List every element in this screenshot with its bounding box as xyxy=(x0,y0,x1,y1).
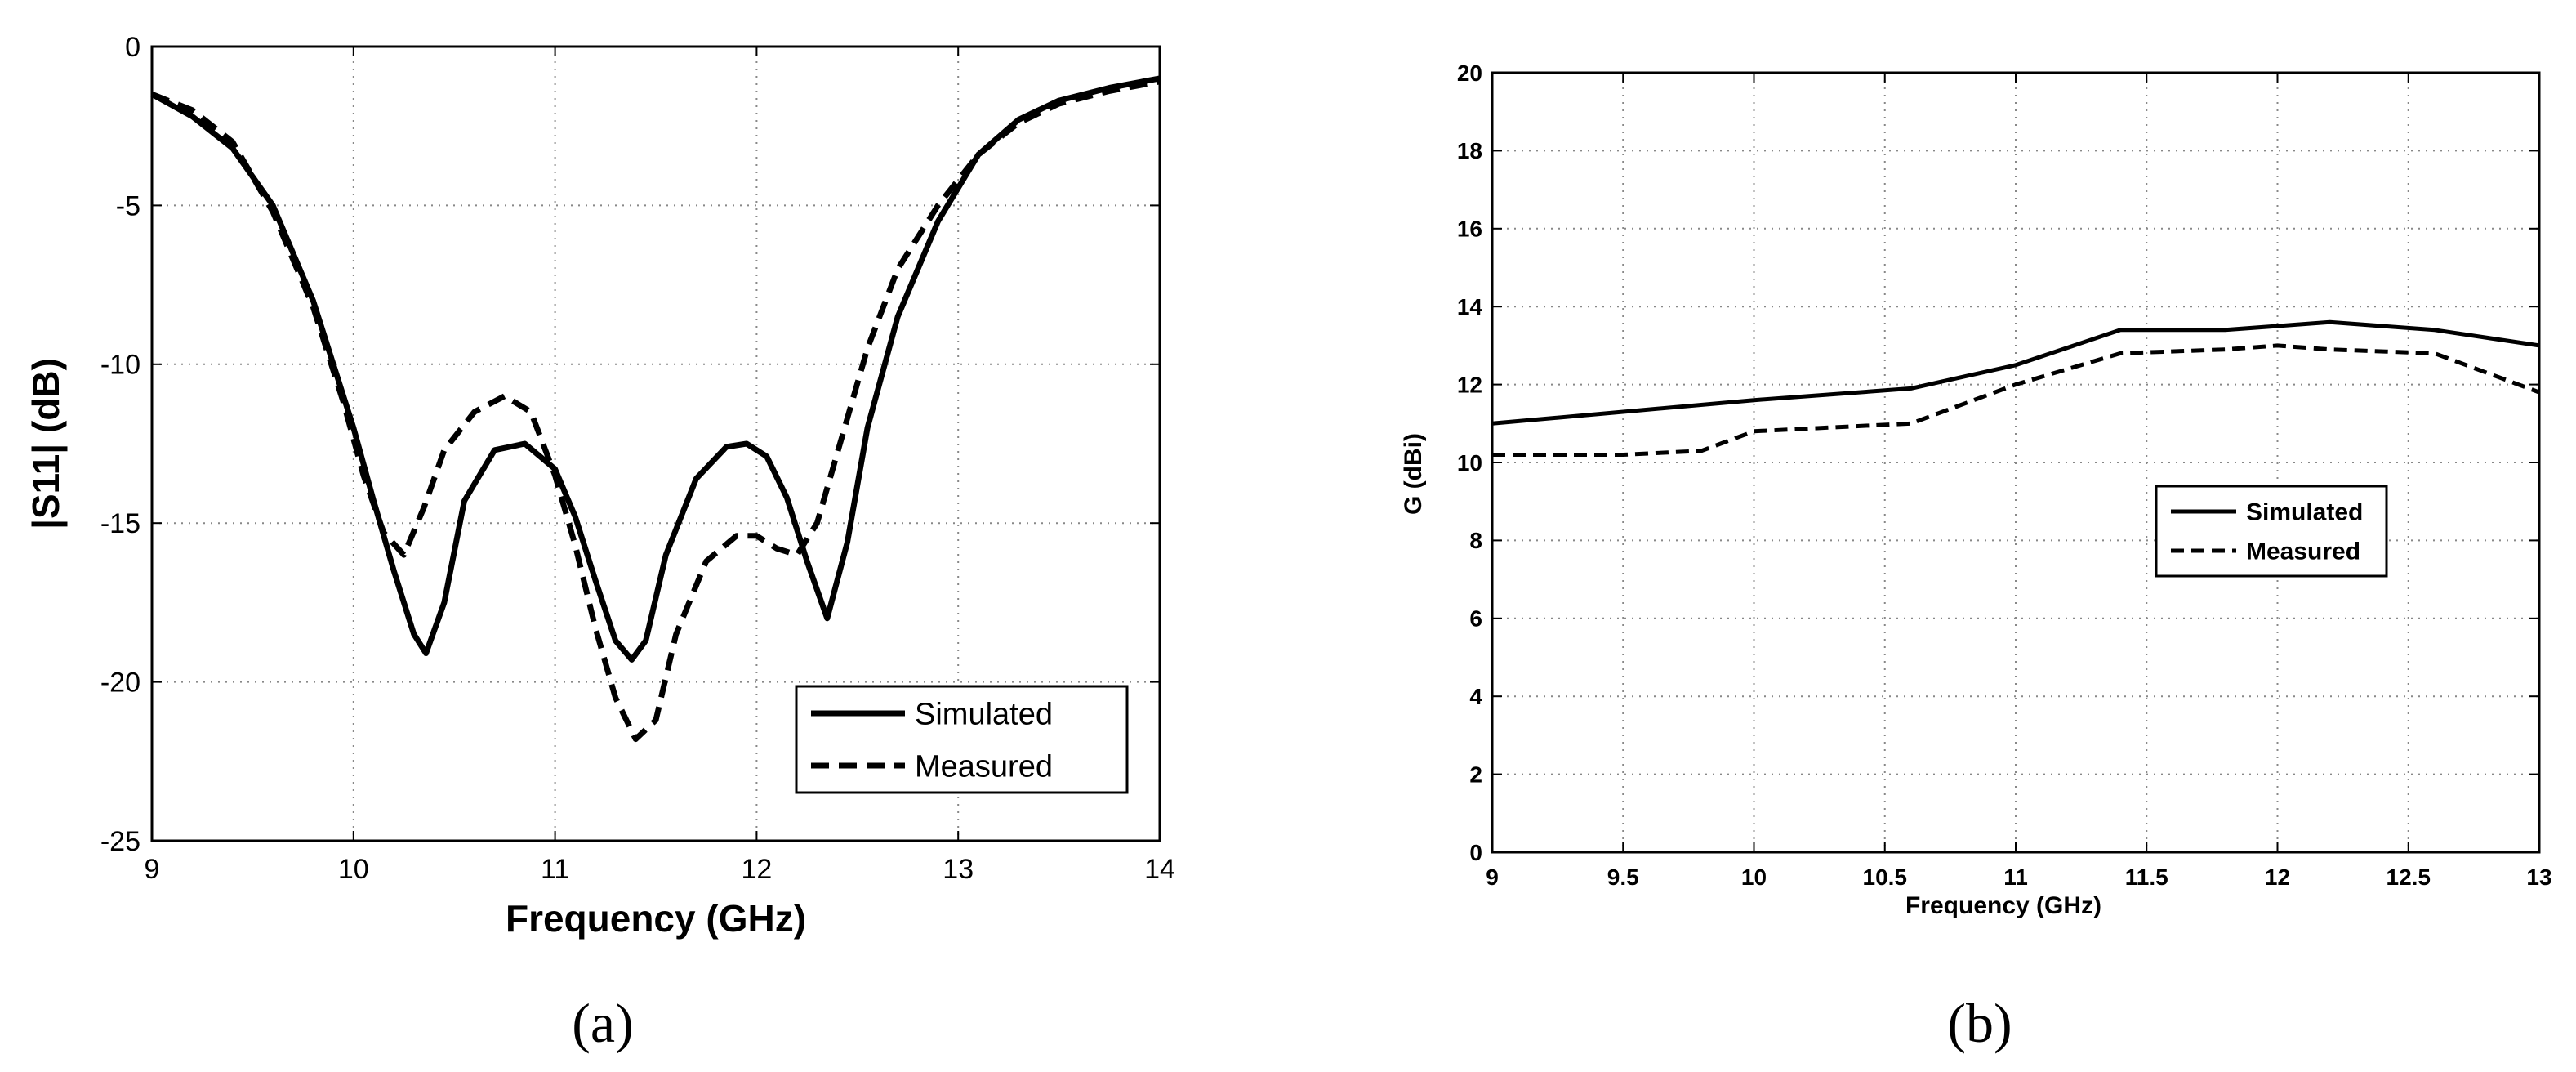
x-tick-label: 12 xyxy=(2265,864,2290,890)
panel-b-chart: 9 9.5 10 10.5 11 11.5 12 12.5 13 0 2 4 6 8 10 12 14 16 18 2… xyxy=(1400,60,2552,1054)
series-line-measured xyxy=(1492,343,2540,457)
x-tick-label: 11 xyxy=(541,854,569,885)
legend-label-measured: Measured xyxy=(915,749,1053,784)
x-tick-label: 12.5 xyxy=(2387,864,2431,890)
y-axis-label: G (dBi) xyxy=(1400,433,1427,515)
x-tick-label: 10.5 xyxy=(1863,864,1908,890)
x-tick-label: 9 xyxy=(145,854,160,885)
series-line-measured xyxy=(150,78,1161,743)
x-tick-label: 10 xyxy=(338,854,369,885)
x-tick-label: 9.5 xyxy=(1607,864,1639,890)
y-tick-label: 20 xyxy=(1457,60,1482,86)
y-tick-label: 0 xyxy=(1469,840,1482,865)
x-tick-label: 13 xyxy=(2526,864,2551,890)
y-axis-label: |S11| (dB) xyxy=(25,358,67,529)
axes-frame xyxy=(150,45,1161,842)
panel-caption: (a) xyxy=(572,992,633,1054)
y-tick-label: 18 xyxy=(1457,138,1482,163)
y-tick-label: 8 xyxy=(1469,528,1482,553)
legend-box xyxy=(795,685,1129,794)
y-tick-label: -10 xyxy=(100,350,140,381)
y-tick-label: 14 xyxy=(1457,294,1483,319)
x-tick-label: 11.5 xyxy=(2125,864,2168,890)
x-tick-label: 13 xyxy=(943,854,974,885)
x-tick-label: 14 xyxy=(1144,854,1175,885)
x-axis-label: Frequency (GHz) xyxy=(1905,892,2101,919)
panel-caption: (b) xyxy=(1947,992,2012,1054)
y-tick-label: 12 xyxy=(1457,372,1482,397)
y-tick-label: 6 xyxy=(1469,606,1482,632)
legend-box xyxy=(2155,485,2388,578)
y-tick-label: 0 xyxy=(125,32,140,63)
y-tick-label: 2 xyxy=(1469,762,1482,787)
legend-label-simulated: Simulated xyxy=(915,697,1053,731)
x-tick-label: 12 xyxy=(741,854,772,885)
panel-a-chart: 9 10 11 12 13 14 0 -5 -10 -15 -20 -25 Simulated Measu… xyxy=(25,32,1175,1054)
x-tick-label: 9 xyxy=(1486,864,1499,890)
x-tick-label: 11 xyxy=(2003,864,2028,890)
series-line-simulated xyxy=(1491,319,2540,426)
y-tick-label: 16 xyxy=(1457,217,1482,242)
y-tick-label: -15 xyxy=(100,508,140,539)
x-axis-label: Frequency (GHz) xyxy=(506,897,806,940)
y-tick-label: 10 xyxy=(1457,450,1482,476)
y-tick-label: -25 xyxy=(100,826,140,857)
y-tick-label: 4 xyxy=(1469,684,1482,709)
legend-label-simulated: Simulated xyxy=(2246,499,2363,526)
y-tick-label: -5 xyxy=(116,190,140,221)
legend-label-measured: Measured xyxy=(2246,538,2360,565)
y-tick-label: -20 xyxy=(100,668,140,699)
x-tick-label: 10 xyxy=(1741,864,1767,890)
